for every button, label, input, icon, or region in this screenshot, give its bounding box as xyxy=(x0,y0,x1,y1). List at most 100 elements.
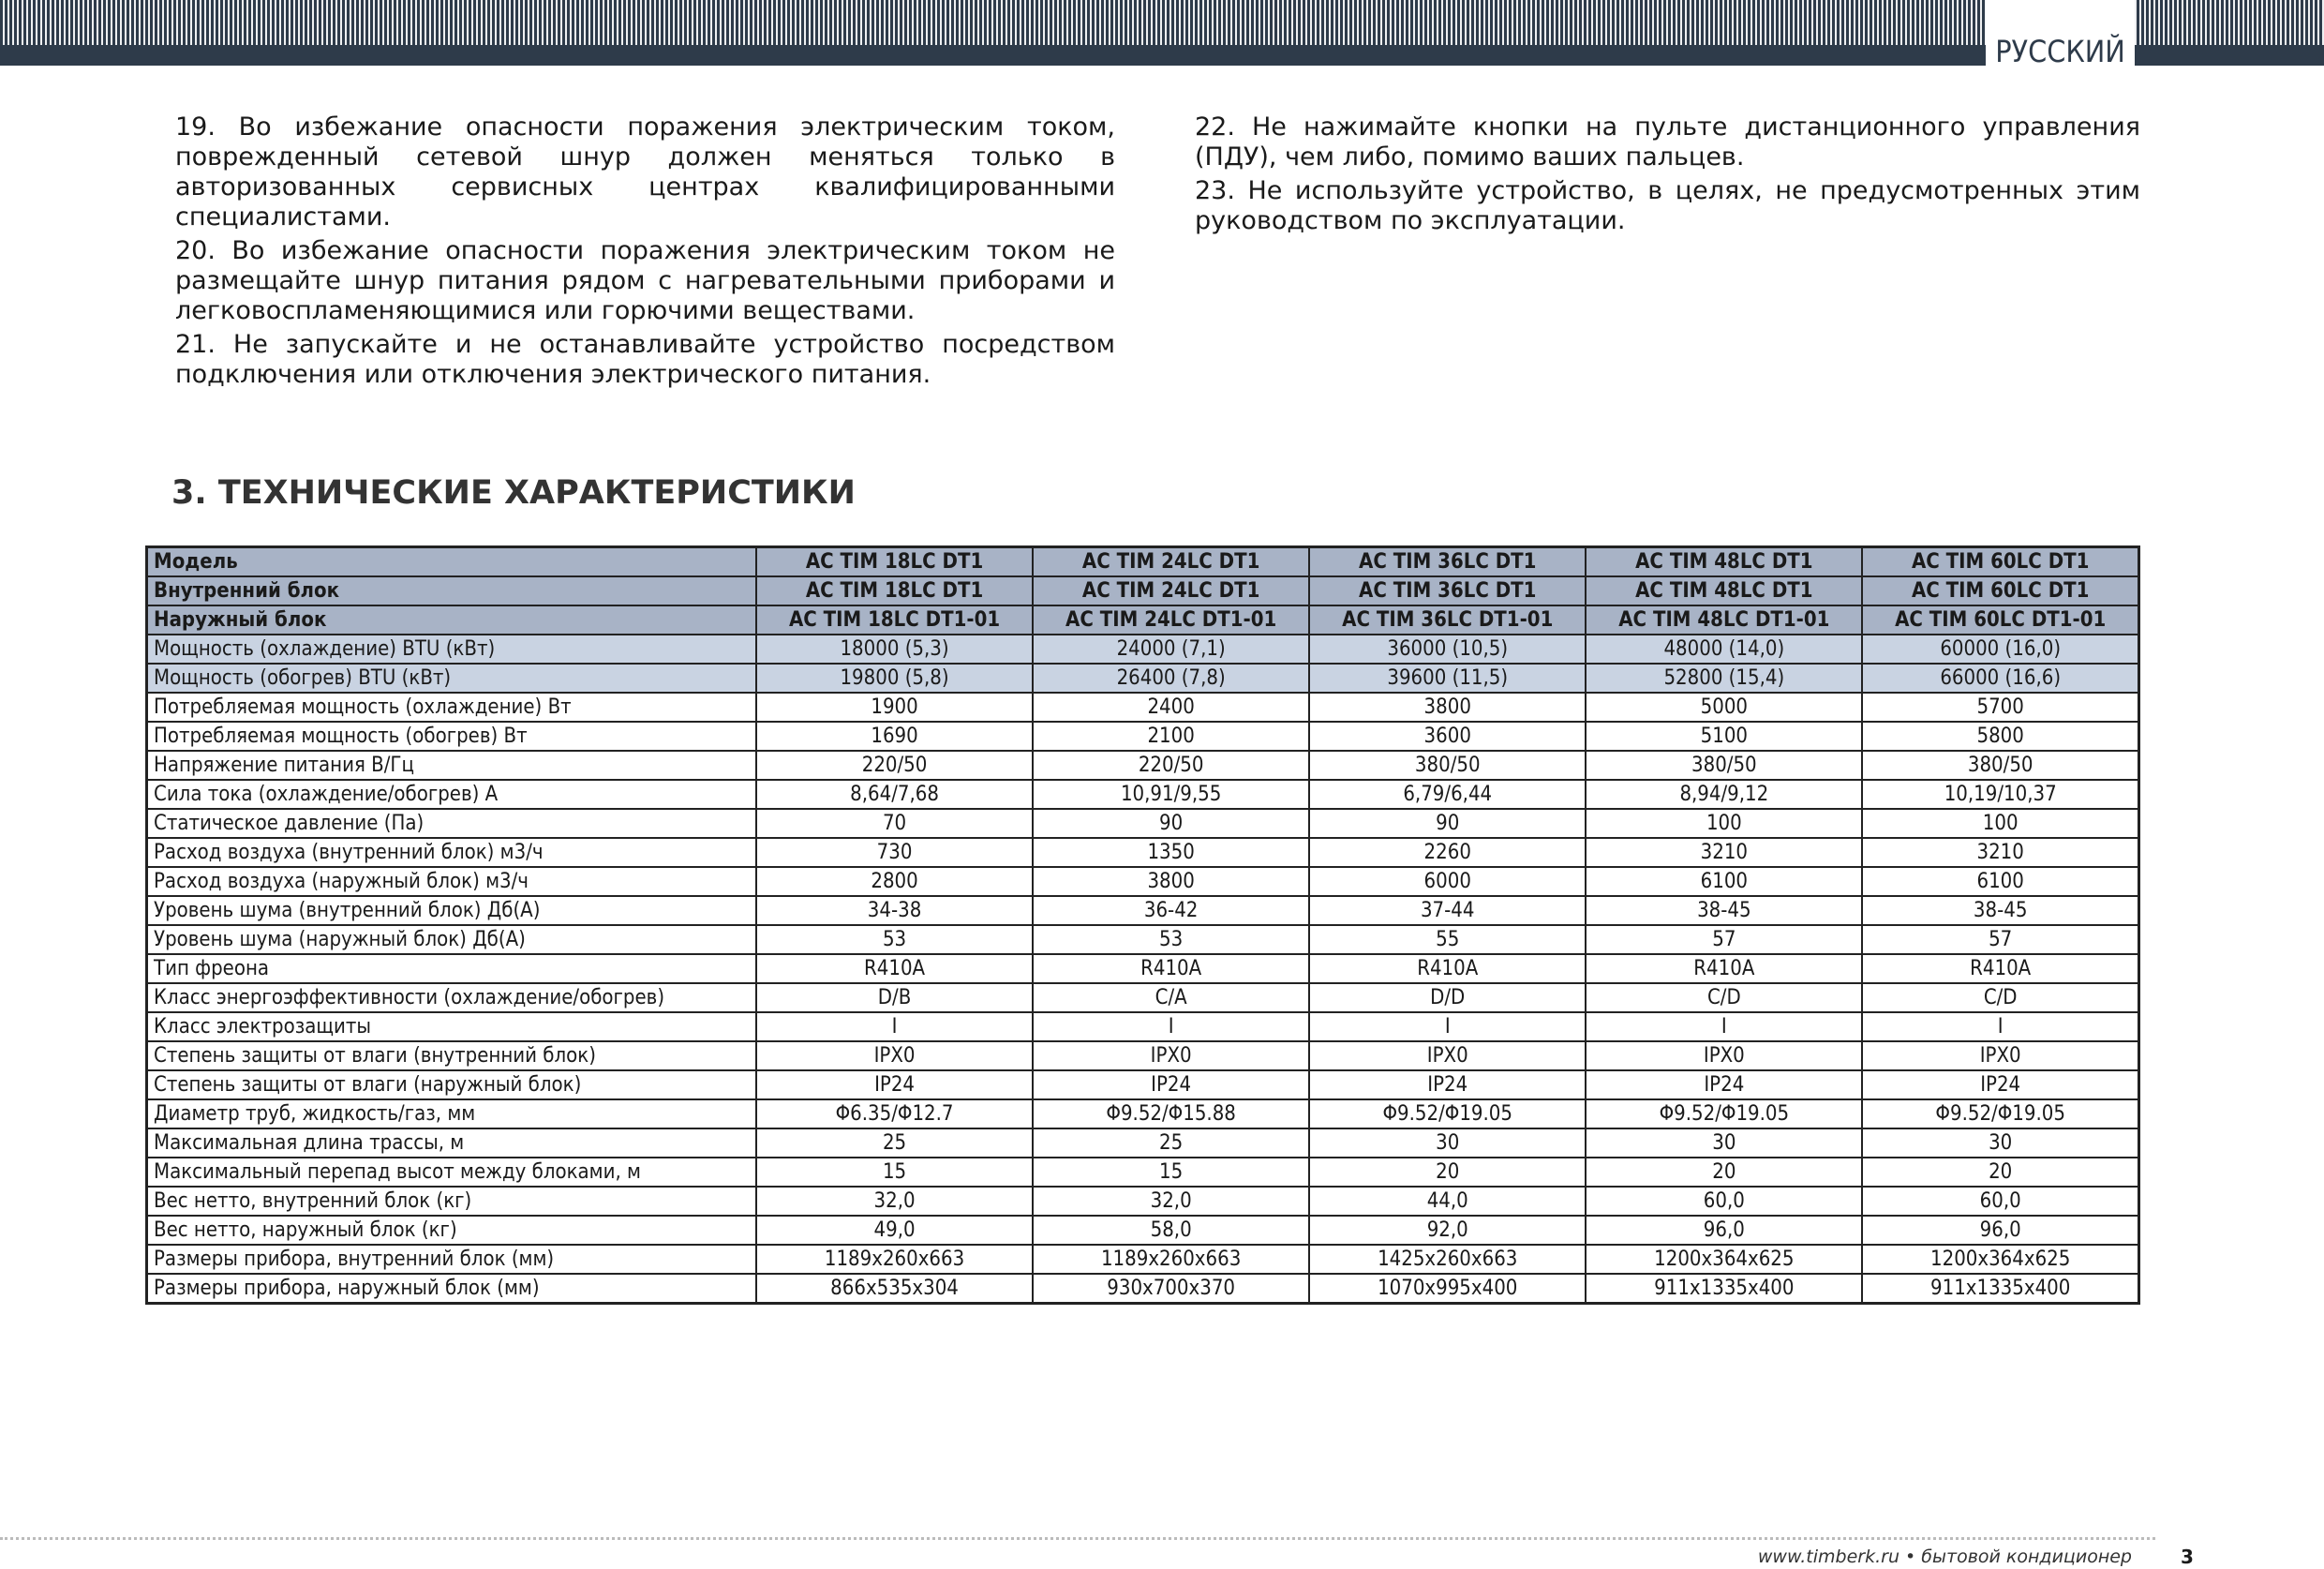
table-cell: 1350 xyxy=(1032,837,1311,868)
table-cell: C/A xyxy=(1032,982,1311,1013)
table-cell: AC TIM 60LC DT1 xyxy=(1861,575,2140,606)
table-cell: 90 xyxy=(1032,808,1311,839)
table-cell: 8,64/7,68 xyxy=(754,779,1035,810)
table-cell: AC TIM 18LC DT1 xyxy=(754,545,1035,577)
row-label: Максимальный перепад высот между блоками… xyxy=(145,1157,757,1188)
table-cell: 10,19/10,37 xyxy=(1861,779,2140,810)
row-label: Модель xyxy=(145,545,757,577)
table-row: Потребляемая мощность (охлаждение) Вт 190… xyxy=(145,692,2140,723)
table-row: Класс энергоэффективности (охлаждение/об… xyxy=(145,982,2140,1013)
table-cell: AC TIM 48LC DT1 xyxy=(1585,545,1864,577)
table-cell: Φ9.52/Φ19.05 xyxy=(1861,1098,2140,1129)
table-cell: IPX0 xyxy=(1308,1040,1587,1071)
row-label: Потребляемая мощность (обогрев) Вт xyxy=(145,721,757,752)
row-label: Уровень шума (наружный блок) Дб(А) xyxy=(145,924,757,955)
table-cell: I xyxy=(1032,1011,1311,1042)
table-cell: 5700 xyxy=(1861,692,2140,723)
table-cell: D/D xyxy=(1308,982,1587,1013)
table-cell: 100 xyxy=(1861,808,2140,839)
row-label: Класс электрозащиты xyxy=(145,1011,757,1042)
table-cell: 1189x260x663 xyxy=(1032,1244,1311,1275)
table-cell: 1070x995x400 xyxy=(1308,1273,1587,1305)
table-cell: R410A xyxy=(1032,953,1311,984)
table-cell: 52800 (15,4) xyxy=(1585,663,1864,694)
table-cell: I xyxy=(754,1011,1035,1042)
paragraph: 21. Не запускайте и не останавливайте ус… xyxy=(175,330,1115,389)
table-cell: 53 xyxy=(1032,924,1311,955)
row-label: Вес нетто, наружный блок (кг) xyxy=(145,1215,757,1246)
row-label: Мощность (охлаждение) BTU (кВт) xyxy=(145,634,757,665)
table-cell: R410A xyxy=(1861,953,2140,984)
table-row: Тип фреона R410A R410A R410A R410A R410A xyxy=(145,953,2140,984)
table-cell: 1200x364x625 xyxy=(1585,1244,1864,1275)
table-cell: 730 xyxy=(754,837,1035,868)
table-row: Мощность (обогрев) BTU (кВт) 19800 (5,8) 2… xyxy=(145,663,2140,694)
table-cell: AC TIM 18LC DT1 xyxy=(754,575,1035,606)
table-cell: 57 xyxy=(1585,924,1864,955)
table-cell: IP24 xyxy=(754,1069,1035,1100)
table-cell: 3800 xyxy=(1308,692,1587,723)
table-row: Расход воздуха (наружный блок) м3/ч 2800 3… xyxy=(145,866,2140,897)
table-cell: 6,79/6,44 xyxy=(1308,779,1587,810)
table-cell: 48000 (14,0) xyxy=(1585,634,1864,665)
table-cell: 10,91/9,55 xyxy=(1032,779,1311,810)
table-cell: 70 xyxy=(754,808,1035,839)
table-row: Вес нетто, внутренний блок (кг) 32,0 32,0 4… xyxy=(145,1186,2140,1217)
paragraph: 22. Не нажимайте кнопки на пульте дистан… xyxy=(1195,112,2140,172)
table-cell: 38-45 xyxy=(1861,895,2140,926)
table-row: Класс электрозащиты I I I I I xyxy=(145,1011,2140,1042)
row-label: Напряжение питания В/Гц xyxy=(145,750,757,781)
table-row: Наружный блок AC TIM 18LC DT1-01 AC TIM 24… xyxy=(145,605,2140,635)
table-cell: 24000 (7,1) xyxy=(1032,634,1311,665)
row-label: Наружный блок xyxy=(145,605,757,635)
row-label: Класс энергоэффективности (охлаждение/об… xyxy=(145,982,757,1013)
table-cell: 36-42 xyxy=(1032,895,1311,926)
table-cell: R410A xyxy=(754,953,1035,984)
table-cell: 49,0 xyxy=(754,1215,1035,1246)
table-cell: IPX0 xyxy=(1861,1040,2140,1071)
table-cell: 20 xyxy=(1585,1157,1864,1188)
table-cell: Φ9.52/Φ19.05 xyxy=(1308,1098,1587,1129)
table-cell: 15 xyxy=(754,1157,1035,1188)
table-cell: IP24 xyxy=(1861,1069,2140,1100)
table-cell: I xyxy=(1308,1011,1587,1042)
table-row: Уровень шума (внутренний блок) Дб(А) 34-3… xyxy=(145,895,2140,926)
table-cell: Φ9.52/Φ15.88 xyxy=(1032,1098,1311,1129)
table-cell: 866x535x304 xyxy=(754,1273,1035,1305)
table-cell: AC TIM 48LC DT1-01 xyxy=(1585,605,1864,635)
table-cell: 2800 xyxy=(754,866,1035,897)
row-label: Тип фреона xyxy=(145,953,757,984)
table-cell: 96,0 xyxy=(1861,1215,2140,1246)
table-row: Сила тока (охлаждение/обогрев) А 8,64/7,6… xyxy=(145,779,2140,810)
row-label: Максимальная длина трассы, м xyxy=(145,1128,757,1158)
table-cell: D/B xyxy=(754,982,1035,1013)
table-cell: 39600 (11,5) xyxy=(1308,663,1587,694)
table-cell: 911x1335x400 xyxy=(1861,1273,2140,1305)
table-cell: 37-44 xyxy=(1308,895,1587,926)
table-cell: Φ6.35/Φ12.7 xyxy=(754,1098,1035,1129)
table-cell: AC TIM 24LC DT1 xyxy=(1032,575,1311,606)
table-cell: AC TIM 24LC DT1 xyxy=(1032,545,1311,577)
row-label: Диаметр труб, жидкость/газ, мм xyxy=(145,1098,757,1129)
table-cell: 58,0 xyxy=(1032,1215,1311,1246)
table-cell: 2260 xyxy=(1308,837,1587,868)
page-number: 3 xyxy=(2181,1546,2194,1568)
row-label: Статическое давление (Па) xyxy=(145,808,757,839)
row-label: Внутренний блок xyxy=(145,575,757,606)
footer-site: www.timberk.ru • бытовой кондиционер xyxy=(1757,1547,2132,1567)
table-cell: 911x1335x400 xyxy=(1585,1273,1864,1305)
table-cell: AC TIM 48LC DT1 xyxy=(1585,575,1864,606)
table-cell: 20 xyxy=(1308,1157,1587,1188)
table-row: Степень защиты от влаги (наружный блок) I… xyxy=(145,1069,2140,1100)
table-cell: AC TIM 18LC DT1-01 xyxy=(754,605,1035,635)
table-cell: 32,0 xyxy=(754,1186,1035,1217)
table-cell: 1690 xyxy=(754,721,1035,752)
table-cell: 380/50 xyxy=(1861,750,2140,781)
row-label: Размеры прибора, наружный блок (мм) xyxy=(145,1273,757,1305)
spec-table: Модель AC TIM 18LC DT1 AC TIM 24LC DT1 AC T… xyxy=(145,545,2140,1305)
row-label: Сила тока (охлаждение/обогрев) А xyxy=(145,779,757,810)
row-label: Мощность (обогрев) BTU (кВт) xyxy=(145,663,757,694)
table-cell: AC TIM 36LC DT1 xyxy=(1308,545,1587,577)
paragraph: 19. Во избежание опасности поражения эле… xyxy=(175,112,1115,232)
row-label: Вес нетто, внутренний блок (кг) xyxy=(145,1186,757,1217)
